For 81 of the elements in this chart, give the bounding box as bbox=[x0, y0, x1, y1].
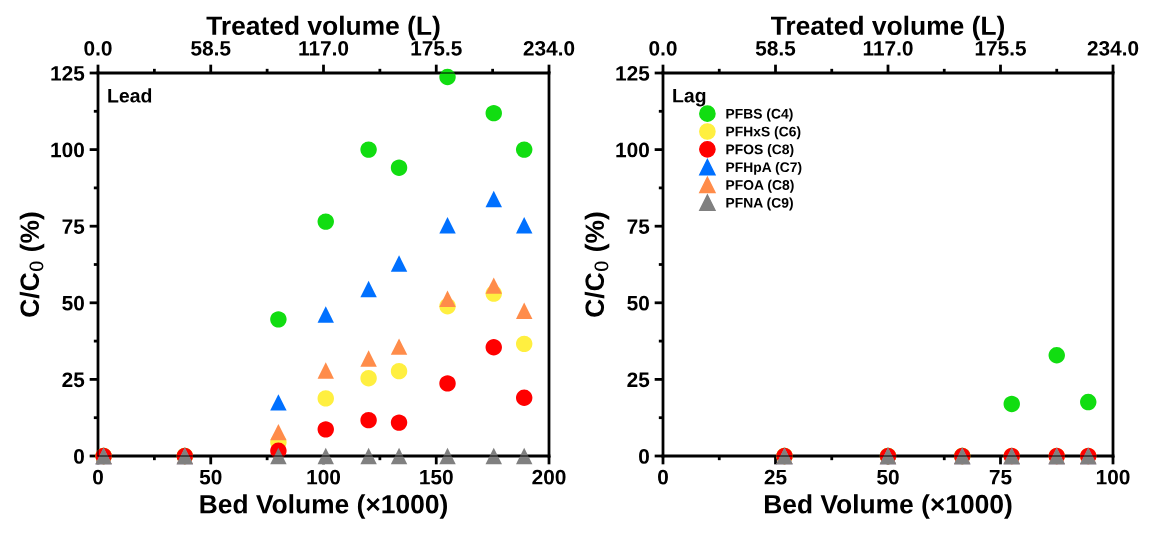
point bbox=[270, 394, 287, 411]
point bbox=[390, 338, 408, 355]
x-tick-label: 200 bbox=[532, 469, 566, 485]
point bbox=[360, 141, 377, 158]
point bbox=[515, 217, 533, 234]
point bbox=[390, 159, 408, 176]
legend-label: PFBS (C4) bbox=[726, 108, 793, 122]
x2-tick-label: 175.5 bbox=[975, 41, 1026, 56]
x2-tick-label: 117.0 bbox=[863, 40, 913, 56]
x-tick-label: 25 bbox=[764, 469, 787, 485]
y-tick-label: 50 bbox=[627, 295, 649, 311]
legend-label: PFNA (C9) bbox=[726, 197, 793, 211]
x2-tick-label: 234.0 bbox=[1087, 40, 1139, 56]
point bbox=[317, 362, 334, 379]
y-tick-label: 75 bbox=[627, 219, 650, 234]
annotation: Lag bbox=[673, 88, 706, 107]
x-axis-title: Bed Volume (×1000) bbox=[200, 494, 447, 519]
x2-axis-title: Treated volume (L) bbox=[206, 15, 440, 41]
point bbox=[1080, 393, 1097, 411]
x2-tick-label: 234.0 bbox=[523, 40, 575, 56]
y-tick-label: 125 bbox=[616, 66, 650, 81]
y-tick-label: 25 bbox=[627, 372, 650, 388]
point bbox=[317, 213, 334, 230]
x-axis-title: Bed Volume (×1000) bbox=[764, 494, 1012, 519]
point bbox=[485, 339, 502, 356]
point bbox=[390, 414, 408, 431]
y-tick-label: 50 bbox=[62, 295, 84, 311]
point bbox=[360, 350, 377, 367]
point bbox=[360, 369, 377, 387]
y-tick-label: 100 bbox=[51, 142, 84, 158]
point bbox=[1048, 346, 1065, 364]
x-tick-label: 0 bbox=[93, 469, 103, 485]
x2-axis-title: Treated volume (L) bbox=[771, 15, 1005, 41]
point bbox=[360, 411, 377, 429]
x-tick-label: 0 bbox=[658, 469, 668, 485]
point bbox=[270, 423, 287, 441]
legend-label: PFHxS (C6) bbox=[726, 126, 801, 140]
point bbox=[270, 311, 287, 328]
x-tick-label: 150 bbox=[420, 469, 453, 485]
point bbox=[515, 141, 533, 158]
x2-tick-label: 117.0 bbox=[299, 40, 349, 56]
x-tick-label: 50 bbox=[199, 469, 222, 485]
legend-label: PFHpA (C7) bbox=[726, 161, 802, 175]
x2-tick-label: 175.5 bbox=[411, 41, 462, 56]
point bbox=[439, 217, 456, 234]
point bbox=[485, 277, 502, 294]
x-tick-label: 100 bbox=[1096, 469, 1130, 485]
x2-tick-label: 0.0 bbox=[649, 40, 677, 56]
x-tick-label: 100 bbox=[307, 469, 341, 485]
point bbox=[390, 362, 408, 380]
y-tick-label: 100 bbox=[616, 142, 649, 158]
point bbox=[317, 421, 334, 438]
point bbox=[390, 255, 408, 272]
point bbox=[317, 306, 334, 323]
legend-label: PFOA (C8) bbox=[726, 179, 794, 193]
x-tick-label: 75 bbox=[989, 469, 1012, 485]
point bbox=[485, 104, 502, 122]
point bbox=[439, 375, 456, 392]
y-tick-label: 25 bbox=[62, 372, 85, 388]
y-tick-label: 0 bbox=[74, 449, 84, 464]
y-tick-label: 75 bbox=[62, 219, 85, 234]
point bbox=[1003, 395, 1020, 413]
point bbox=[515, 335, 533, 353]
point bbox=[515, 302, 533, 319]
point bbox=[317, 447, 334, 465]
point bbox=[439, 290, 456, 308]
point bbox=[360, 280, 377, 298]
y-axis-title: C/C$_{0}$ (%) bbox=[584, 212, 610, 317]
point bbox=[515, 389, 533, 406]
annotation: Lead bbox=[108, 88, 152, 103]
y-tick-label: 0 bbox=[639, 449, 649, 464]
x2-tick-label: 0.0 bbox=[84, 40, 112, 56]
point bbox=[485, 190, 502, 208]
point bbox=[485, 447, 502, 465]
legend-label: PFOS (C8) bbox=[726, 144, 794, 158]
point bbox=[317, 390, 334, 407]
x-tick-label: 50 bbox=[877, 469, 899, 485]
y-tick-label: 125 bbox=[51, 66, 85, 81]
y-axis-title: C/C$_{0}$ (%) bbox=[19, 212, 45, 317]
x2-tick-label: 58.5 bbox=[191, 40, 231, 56]
x2-tick-label: 58.5 bbox=[755, 40, 796, 56]
